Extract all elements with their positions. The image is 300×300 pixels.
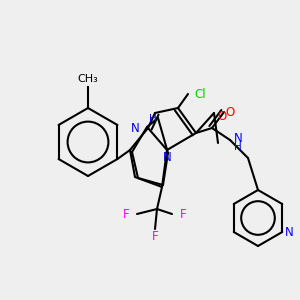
Text: N: N (285, 226, 294, 238)
Text: O: O (218, 110, 226, 122)
Text: Cl: Cl (194, 88, 206, 100)
Text: H: H (149, 114, 157, 124)
Text: H: H (234, 142, 242, 152)
Text: F: F (152, 230, 158, 244)
Text: N: N (131, 122, 140, 134)
Text: CH₃: CH₃ (78, 74, 98, 84)
Text: F: F (122, 208, 129, 220)
Text: F: F (180, 208, 187, 220)
Text: N: N (163, 152, 171, 164)
Text: O: O (225, 106, 235, 118)
Text: N: N (234, 133, 243, 146)
